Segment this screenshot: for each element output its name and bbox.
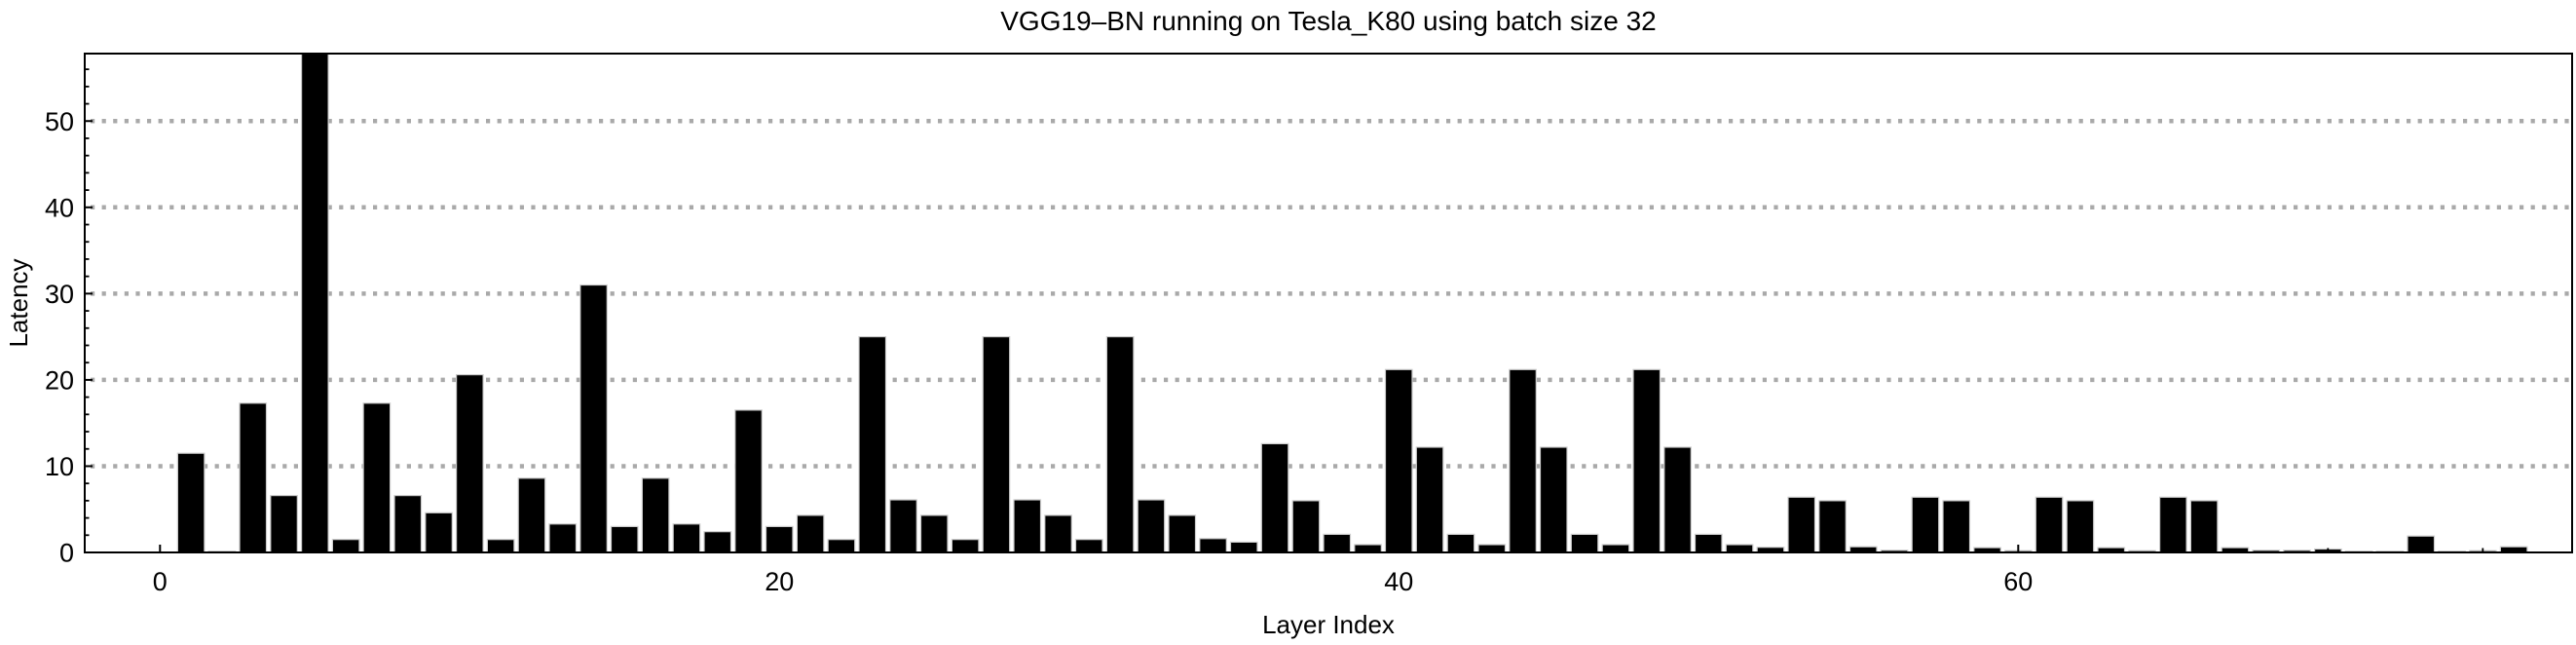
y-tick-label: 50: [45, 107, 74, 136]
y-tick-label: 20: [45, 365, 74, 395]
bar: [672, 523, 701, 553]
bar: [2066, 500, 2095, 553]
chart-title: VGG19–BN running on Tesla_K80 using batc…: [1000, 6, 1656, 36]
bar: [858, 336, 887, 553]
bar: [362, 402, 392, 553]
bars: [176, 53, 2528, 553]
bar: [486, 539, 515, 553]
bar: [176, 452, 205, 553]
axes-frame: [84, 53, 2573, 553]
bar: [1942, 500, 1971, 553]
bar: [1818, 500, 1847, 553]
bar: [889, 499, 917, 553]
bar: [301, 53, 329, 553]
bar: [1911, 496, 1940, 553]
bar: [548, 523, 578, 553]
bar: [982, 336, 1011, 553]
bar: [331, 539, 360, 553]
bar: [270, 495, 298, 553]
bar: [827, 539, 856, 553]
bar: [734, 409, 763, 553]
bar: [919, 514, 949, 553]
bar: [1199, 538, 1227, 553]
bar: [1446, 533, 1475, 553]
x-tick-label: 20: [765, 567, 794, 596]
bar: [1570, 533, 1599, 553]
bar: [239, 402, 268, 553]
bar: [1415, 446, 1444, 553]
bar: [579, 284, 608, 553]
y-tick-label: 30: [45, 280, 74, 309]
bar: [951, 539, 980, 553]
bar: [2159, 496, 2187, 553]
bar: [1137, 499, 1166, 553]
bar: [1291, 500, 1321, 553]
bar: [703, 531, 732, 553]
bar: [1787, 496, 1816, 553]
bar: [1601, 544, 1630, 553]
bar: [1105, 336, 1135, 553]
y-tick-label: 10: [45, 452, 74, 481]
y-tick-label: 0: [59, 539, 74, 568]
bar: [2189, 500, 2219, 553]
bar: [456, 374, 484, 553]
bar: [1384, 368, 1413, 553]
bar: [1044, 514, 1072, 553]
bar: [796, 514, 825, 553]
x-tick-label: 0: [153, 567, 168, 596]
bar: [1323, 533, 1352, 553]
y-axis-label: Latency: [4, 258, 33, 347]
bar: [393, 495, 423, 553]
bar: [1509, 368, 1537, 553]
bar: [1725, 544, 1754, 553]
y-tick-label: 40: [45, 193, 74, 222]
tick-labels: 0 10 20 30 40 50 0 20 40 60: [45, 107, 2033, 596]
bar: [2035, 496, 2064, 553]
bar: [1663, 446, 1692, 553]
bar: [641, 477, 670, 553]
bar: [1539, 446, 1568, 553]
bar: [610, 525, 639, 553]
plot-frame: [84, 53, 2573, 553]
bar: [1260, 442, 1289, 553]
bar: [1477, 544, 1507, 553]
bar: [1013, 499, 1042, 553]
bar: [1168, 514, 1197, 553]
bar: [517, 477, 546, 553]
bar: [2407, 535, 2436, 553]
bar: [1354, 544, 1382, 553]
x-tick-label: 60: [2003, 567, 2033, 596]
x-axis-label: Layer Index: [1262, 610, 1395, 639]
bar: [1632, 368, 1661, 553]
bar: [425, 512, 453, 553]
x-tick-label: 40: [1384, 567, 1413, 596]
